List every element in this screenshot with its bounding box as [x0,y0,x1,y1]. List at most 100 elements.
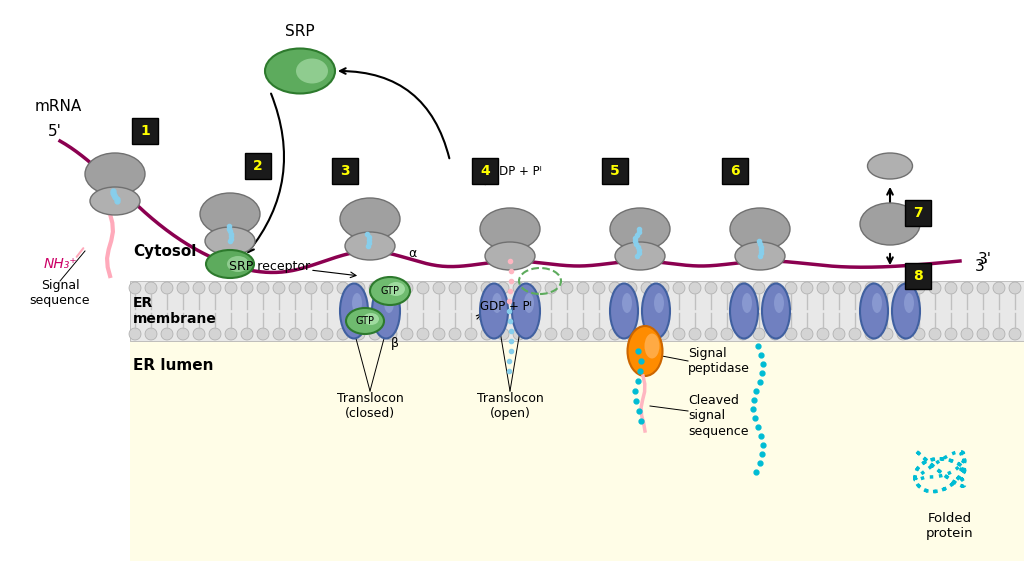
Ellipse shape [200,193,260,235]
Text: 3': 3' [975,259,989,274]
Circle shape [961,282,973,294]
Circle shape [721,328,733,340]
Circle shape [865,328,877,340]
Ellipse shape [774,293,784,313]
Circle shape [913,282,925,294]
Ellipse shape [227,256,249,272]
Circle shape [577,328,589,340]
FancyBboxPatch shape [905,200,931,226]
Circle shape [593,328,605,340]
Circle shape [145,282,157,294]
Text: β: β [391,338,399,351]
Circle shape [209,282,221,294]
Text: Cleaved
signal
sequence: Cleaved signal sequence [688,394,749,438]
Circle shape [209,328,221,340]
Ellipse shape [742,293,752,313]
Circle shape [417,282,429,294]
Circle shape [529,328,541,340]
Circle shape [833,282,845,294]
Circle shape [241,328,253,340]
Circle shape [593,282,605,294]
Circle shape [625,282,637,294]
FancyBboxPatch shape [130,281,1024,341]
Circle shape [609,328,621,340]
Circle shape [161,282,173,294]
Circle shape [705,328,717,340]
Text: 8: 8 [913,269,923,283]
FancyBboxPatch shape [245,153,271,179]
Circle shape [817,328,829,340]
Circle shape [321,328,333,340]
Text: ER lumen: ER lumen [133,358,213,374]
Circle shape [769,328,781,340]
Ellipse shape [860,283,888,338]
Circle shape [369,282,381,294]
Circle shape [737,328,749,340]
Ellipse shape [362,313,379,325]
Text: 6: 6 [730,164,739,178]
Circle shape [193,282,205,294]
Circle shape [577,282,589,294]
Ellipse shape [644,333,659,358]
Ellipse shape [346,308,384,334]
Ellipse shape [492,293,502,313]
Circle shape [385,282,397,294]
Text: NH₃⁺: NH₃⁺ [43,257,77,271]
Circle shape [769,282,781,294]
Circle shape [641,328,653,340]
Circle shape [289,328,301,340]
Circle shape [225,328,237,340]
Circle shape [545,282,557,294]
Ellipse shape [384,293,394,313]
Circle shape [705,282,717,294]
Circle shape [977,282,989,294]
Circle shape [321,282,333,294]
Circle shape [849,282,861,294]
Ellipse shape [628,326,663,376]
Text: SRP receptor: SRP receptor [229,260,310,273]
Circle shape [337,328,349,340]
Text: Signal
peptidase: Signal peptidase [688,347,750,375]
Circle shape [897,282,909,294]
Circle shape [929,328,941,340]
Ellipse shape [345,232,395,260]
FancyBboxPatch shape [130,341,1024,561]
Circle shape [481,328,493,340]
Ellipse shape [735,242,785,270]
Ellipse shape [205,227,255,255]
Circle shape [753,282,765,294]
Circle shape [993,328,1005,340]
Ellipse shape [485,242,535,270]
Circle shape [673,328,685,340]
Circle shape [305,328,317,340]
Text: α: α [408,246,416,260]
Text: mRNA: mRNA [35,99,82,113]
Text: GTP: GTP [355,316,375,326]
Circle shape [689,328,701,340]
Circle shape [513,328,525,340]
Ellipse shape [90,187,140,215]
Ellipse shape [265,48,335,94]
Text: Translocon
(closed): Translocon (closed) [337,392,403,420]
Circle shape [177,282,189,294]
Text: GDP + Pᴵ: GDP + Pᴵ [480,300,531,312]
Circle shape [257,282,269,294]
Circle shape [145,328,157,340]
FancyBboxPatch shape [722,158,748,184]
Circle shape [753,328,765,340]
Circle shape [449,282,461,294]
Text: GDP + Pᴵ: GDP + Pᴵ [490,164,542,177]
Circle shape [465,328,477,340]
Ellipse shape [296,58,328,84]
Circle shape [961,328,973,340]
Ellipse shape [860,203,920,245]
Circle shape [945,328,957,340]
Ellipse shape [867,153,912,179]
Circle shape [529,282,541,294]
FancyBboxPatch shape [332,158,358,184]
Text: 1: 1 [140,124,150,138]
Circle shape [625,328,637,340]
Ellipse shape [872,293,882,313]
Circle shape [785,282,797,294]
Ellipse shape [206,250,254,278]
